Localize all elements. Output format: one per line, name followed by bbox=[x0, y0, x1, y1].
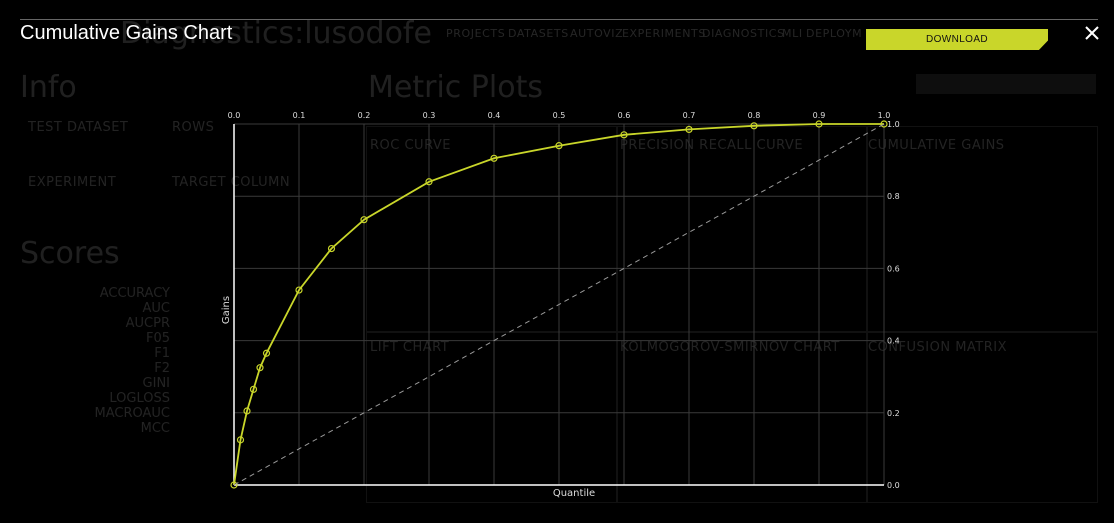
page-title: Diagnostics:lusodofe bbox=[120, 16, 432, 51]
gains-data-point bbox=[750, 122, 758, 130]
gains-data-point bbox=[490, 154, 498, 162]
bg-panel bbox=[866, 126, 1098, 333]
x-tick-labels: 0.0 0.1 0.2 0.3 0.4 0.5 0.6 0.7 0.8 0.9 1.0 bbox=[228, 111, 891, 120]
close-button[interactable] bbox=[1081, 22, 1103, 44]
rows-label: ROWS bbox=[172, 120, 215, 135]
gains-data-point bbox=[327, 244, 336, 253]
plot-title: ROC CURVE bbox=[370, 138, 451, 153]
x-axis-label: Quantile bbox=[553, 488, 595, 499]
baseline-series-line bbox=[233, 123, 885, 486]
gains-data-point bbox=[620, 131, 628, 139]
plot-title: CUMULATIVE GAINS bbox=[868, 138, 1005, 153]
x-tick-label: 1.0 bbox=[878, 111, 891, 120]
y-axis-label: Gains bbox=[221, 296, 232, 324]
gains-series-line bbox=[233, 123, 884, 486]
nav-item-experiments[interactable]: EXPERIMENTS bbox=[622, 27, 706, 40]
modal-title: Cumulative Gains Chart bbox=[20, 22, 233, 44]
gains-data-point bbox=[256, 364, 264, 372]
score-label: MACROAUC bbox=[94, 406, 170, 421]
score-label: F1 bbox=[154, 346, 170, 361]
x-tick-label: 0.7 bbox=[683, 111, 696, 120]
score-label: MCC bbox=[140, 421, 170, 436]
nav-item-autoviz[interactable]: AUTOVIZ bbox=[570, 27, 624, 40]
x-tick-label: 0.2 bbox=[358, 111, 371, 120]
gains-data-point bbox=[249, 385, 258, 393]
chart-series bbox=[230, 120, 888, 489]
gains-data-point bbox=[262, 349, 271, 357]
x-tick-label: 0.4 bbox=[488, 111, 501, 120]
info-heading: Info bbox=[20, 70, 77, 105]
gains-data-point bbox=[880, 120, 888, 128]
modal-top-border bbox=[20, 19, 1098, 20]
y-tick-label: 0.0 bbox=[887, 481, 900, 490]
gains-data-point bbox=[236, 436, 245, 444]
gains-data-point bbox=[230, 481, 238, 489]
x-tick-label: 0.8 bbox=[748, 111, 761, 120]
gains-data-point bbox=[685, 125, 693, 134]
nav-item-diagnostics[interactable]: DIAGNOSTICS bbox=[702, 27, 785, 40]
gains-data-point bbox=[555, 142, 563, 150]
gains-data-point bbox=[815, 120, 823, 128]
plot-title: KOLMOGOROV-SMIRNOV CHART bbox=[620, 340, 840, 355]
target-column-label: TARGET COLUMN bbox=[172, 175, 291, 190]
gains-data-point bbox=[243, 407, 251, 415]
scores-heading: Scores bbox=[20, 236, 120, 271]
nav-item-projects[interactable]: PROJECTS bbox=[446, 27, 506, 40]
chart-grid bbox=[233, 123, 885, 486]
bg-panel bbox=[866, 331, 1098, 503]
gains-data-point bbox=[360, 216, 368, 224]
y-tick-label: 0.8 bbox=[887, 192, 900, 201]
score-label: ACCURACY bbox=[99, 286, 170, 301]
nav-item-deploy[interactable]: DEPLOYM bbox=[806, 27, 863, 40]
close-icon bbox=[1085, 26, 1099, 40]
y-tick-label: 1.0 bbox=[887, 120, 900, 129]
x-tick-label: 0.3 bbox=[423, 111, 436, 120]
gains-data-point bbox=[425, 178, 433, 186]
nav-item-datasets[interactable]: DATASETS bbox=[508, 27, 569, 40]
y-tick-label: 0.4 bbox=[887, 337, 900, 346]
score-label: F05 bbox=[145, 331, 170, 346]
download-button[interactable]: DOWNLOAD bbox=[866, 29, 1048, 50]
x-tick-label: 0.6 bbox=[618, 111, 631, 120]
plot-title: CONFUSION MATRIX bbox=[868, 340, 1008, 355]
bg-accent-button bbox=[916, 74, 1096, 94]
y-tick-label: 0.6 bbox=[887, 264, 900, 273]
nav-item-mli[interactable]: MLI bbox=[782, 27, 803, 40]
metric-plots-heading: Metric Plots bbox=[368, 70, 543, 105]
y-tick-labels: 0.0 0.2 0.4 0.6 0.8 1.0 bbox=[887, 120, 900, 490]
score-label: AUCPR bbox=[125, 316, 170, 331]
bg-panel bbox=[616, 331, 868, 503]
score-label: LOGLOSS bbox=[109, 391, 170, 406]
bg-panel bbox=[366, 331, 618, 503]
y-tick-label: 0.2 bbox=[887, 409, 900, 418]
x-tick-label: 0.9 bbox=[813, 111, 826, 120]
bg-panel bbox=[366, 126, 618, 333]
score-label: AUC bbox=[142, 301, 171, 316]
x-tick-label: 0.1 bbox=[293, 111, 306, 120]
test-dataset-label: TEST DATASET bbox=[28, 120, 129, 135]
score-label: GINI bbox=[142, 376, 170, 391]
x-tick-label: 0.0 bbox=[228, 111, 241, 120]
score-label: F2 bbox=[154, 361, 170, 376]
plot-title: PRECISION RECALL CURVE bbox=[620, 138, 804, 153]
x-tick-label: 0.5 bbox=[553, 111, 566, 120]
gains-data-point bbox=[295, 286, 303, 294]
experiment-label: EXPERIMENT bbox=[28, 175, 117, 190]
